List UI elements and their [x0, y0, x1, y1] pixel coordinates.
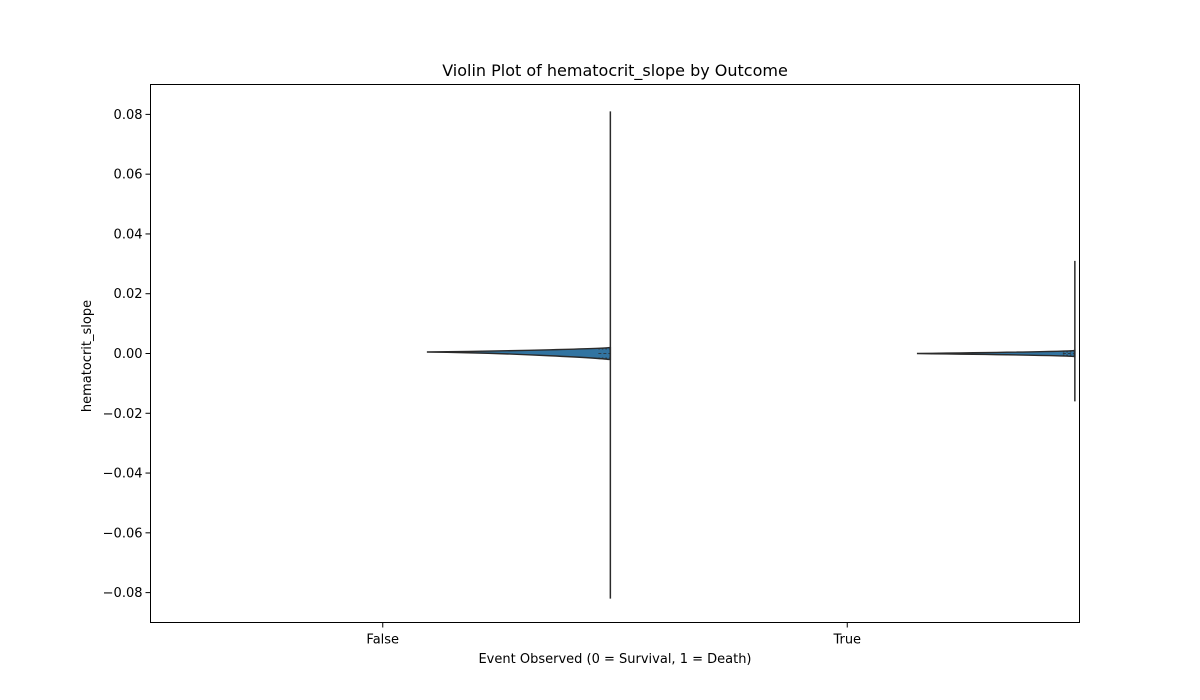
plot-frame — [150, 84, 1080, 623]
violin-body-false — [426, 346, 612, 361]
x-tick-label: False — [366, 633, 399, 648]
y-tick-label: 0.04 — [114, 227, 143, 242]
x-axis: False True — [366, 622, 861, 648]
y-tick-label: −0.06 — [103, 526, 143, 541]
chart-title: Violin Plot of hematocrit_slope by Outco… — [442, 61, 788, 81]
violin-body-true — [916, 349, 1076, 358]
y-axis: 0.08 0.06 0.04 0.02 0.00 −0.02 −0.04 −0.06 −0.08 — [103, 108, 151, 601]
y-tick-label: −0.08 — [103, 586, 143, 601]
y-tick-label: −0.04 — [103, 467, 143, 482]
y-axis-label: hematocrit_slope — [80, 300, 95, 412]
x-axis-label: Event Observed (0 = Survival, 1 = Death) — [478, 652, 751, 667]
y-tick-label: 0.00 — [114, 347, 143, 362]
plot-area — [426, 111, 1076, 599]
x-tick-label: True — [832, 633, 861, 648]
y-tick-label: −0.02 — [103, 407, 143, 422]
y-tick-label: 0.02 — [114, 287, 143, 302]
y-tick-label: 0.08 — [114, 108, 143, 123]
y-tick-label: 0.06 — [114, 168, 143, 183]
